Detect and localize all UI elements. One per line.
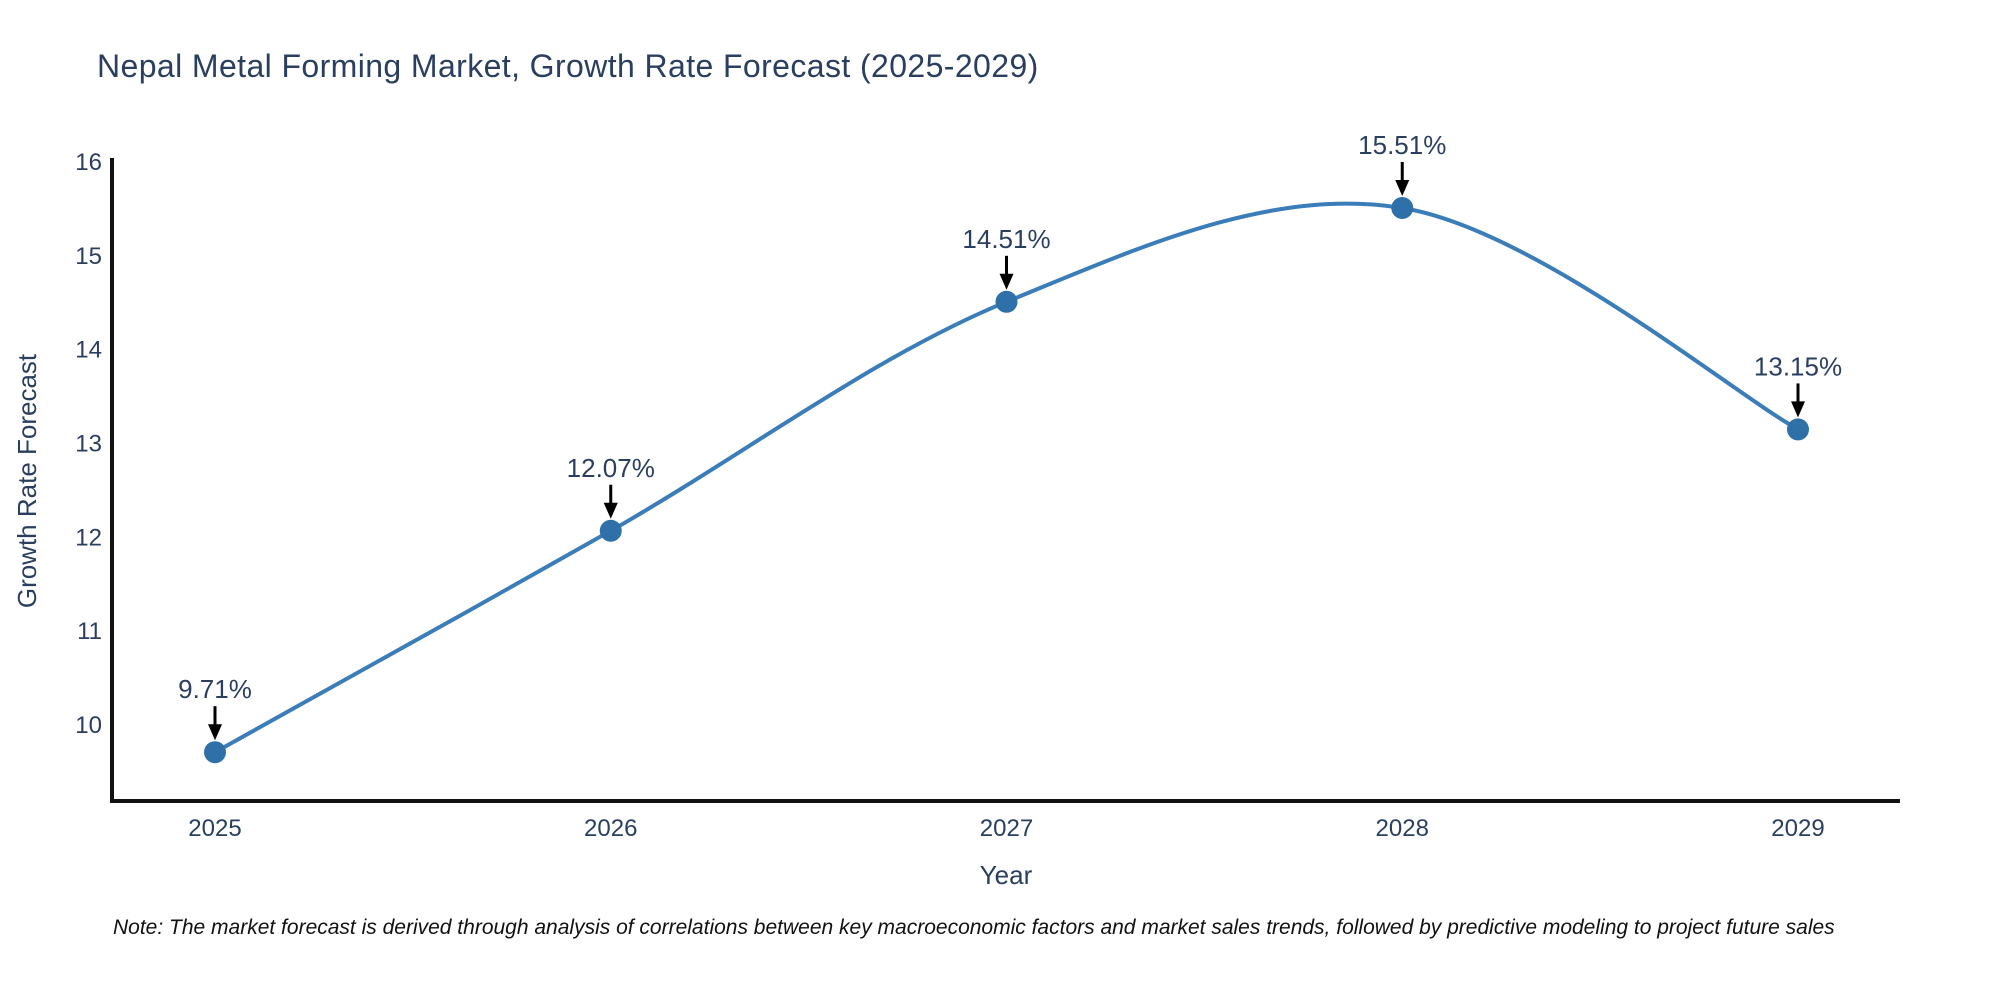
data-point[interactable] bbox=[204, 741, 226, 764]
y-tick-label: 10 bbox=[75, 712, 102, 739]
annotation-arrowhead-icon bbox=[603, 502, 618, 519]
y-tick-label: 12 bbox=[75, 524, 102, 551]
x-axis-title: Year bbox=[980, 860, 1033, 890]
y-tick-label: 13 bbox=[75, 430, 102, 457]
y-tick-label: 15 bbox=[75, 243, 102, 270]
x-tick-label: 2025 bbox=[188, 815, 241, 842]
annotation-arrowhead-icon bbox=[1791, 401, 1805, 418]
data-point[interactable] bbox=[995, 290, 1018, 313]
annotation-arrowhead-icon bbox=[208, 724, 222, 741]
footnote: Note: The market forecast is derived thr… bbox=[113, 916, 1835, 939]
y-axis-title: Growth Rate Forecast bbox=[12, 353, 42, 608]
y-tick-label: 16 bbox=[75, 149, 102, 176]
x-tick-label: 2026 bbox=[584, 815, 637, 842]
y-tick-label: 11 bbox=[77, 618, 102, 645]
point-annotation: 14.51% bbox=[962, 224, 1050, 254]
x-tick-label: 2029 bbox=[1771, 815, 1824, 842]
x-tick-label: 2027 bbox=[980, 815, 1033, 842]
data-point[interactable] bbox=[1787, 418, 1809, 441]
x-tick-label: 2028 bbox=[1376, 815, 1429, 842]
point-annotation: 12.07% bbox=[567, 453, 655, 483]
annotation-arrowhead-icon bbox=[1395, 179, 1410, 196]
annotation-arrowhead-icon bbox=[999, 273, 1014, 290]
point-annotation: 13.15% bbox=[1754, 351, 1842, 381]
point-annotation: 15.51% bbox=[1358, 130, 1446, 160]
point-annotation: 9.71% bbox=[178, 674, 252, 704]
chart-title: Nepal Metal Forming Market, Growth Rate … bbox=[97, 48, 1039, 84]
data-point[interactable] bbox=[599, 519, 622, 542]
data-point[interactable] bbox=[1391, 196, 1414, 219]
y-tick-label: 14 bbox=[75, 337, 102, 364]
